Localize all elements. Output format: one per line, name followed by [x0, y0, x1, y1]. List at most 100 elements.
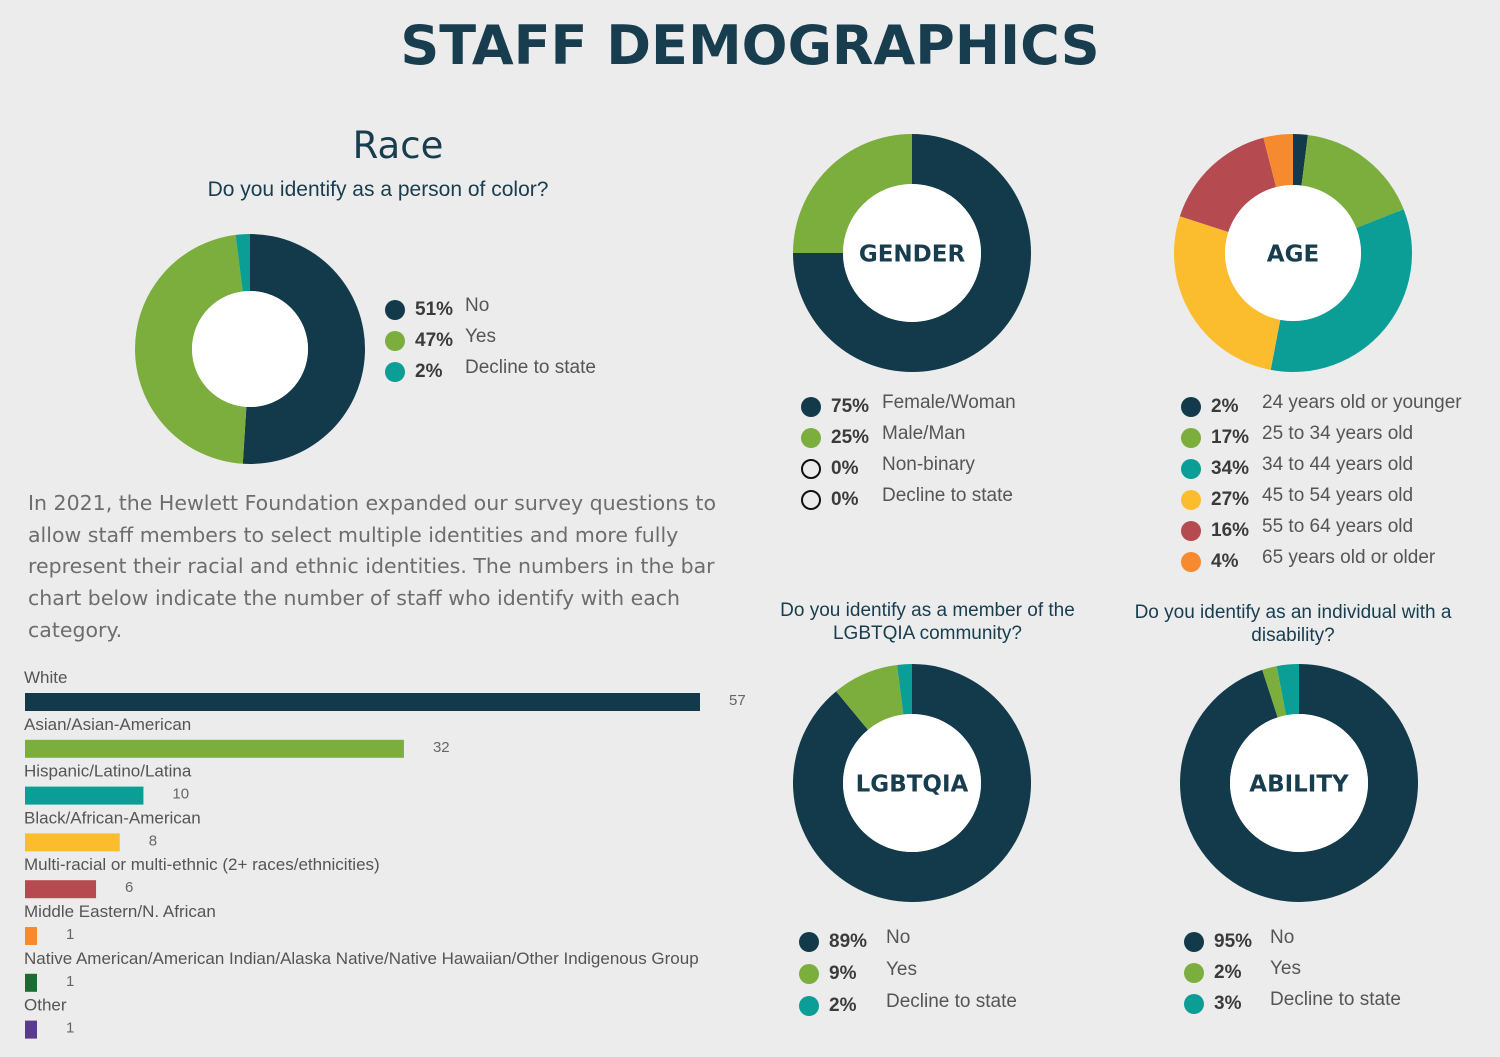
- age-legend-percent: 27%: [1211, 489, 1250, 510]
- lgbtqia-question: Do you identify as a member of the LGBTQ…: [780, 600, 1075, 644]
- poc-slice-3: [235, 234, 250, 292]
- age-legend-label: 45 to 54 years old: [1262, 485, 1414, 506]
- race-heading: Race: [352, 124, 444, 167]
- gender-slice-1: [793, 134, 1031, 372]
- age-slice-1: [1293, 134, 1308, 186]
- lgbtqia-legend-swatch: [799, 932, 819, 952]
- age-slice-3: [1270, 209, 1412, 372]
- race-bar-category-label: Black/African-American: [24, 808, 201, 827]
- poc-slice-2: [134, 234, 247, 464]
- gender-legend-percent: 25%: [831, 427, 870, 448]
- race-bar: [25, 927, 37, 945]
- age-legend-percent: 2%: [1211, 396, 1239, 417]
- lgbtqia-slice-1: [793, 664, 1032, 903]
- race-bar-category-label: Other: [24, 996, 67, 1015]
- gender-legend-swatch: [801, 397, 821, 417]
- gender-donut-hole: [843, 184, 981, 322]
- ability-legend-percent: 2%: [1214, 962, 1242, 983]
- poc-legend-label: Yes: [465, 326, 496, 347]
- poc-legend-swatch: [385, 331, 405, 351]
- age-legend-label: 34 to 44 years old: [1262, 454, 1414, 475]
- ability-legend-label: Decline to state: [1270, 989, 1401, 1010]
- gender-legend-swatch: [801, 428, 821, 448]
- race-bar-value-label: 10: [172, 786, 189, 803]
- age-legend-label: 55 to 64 years old: [1262, 516, 1414, 537]
- age-legend-swatch: [1181, 459, 1201, 479]
- race-bar-category-label: White: [24, 668, 67, 687]
- lgbtqia-center-label: LGBTQIA: [856, 772, 969, 798]
- age-legend-swatch: [1181, 428, 1201, 448]
- ability-legend-label: No: [1270, 927, 1295, 948]
- ability-legend-percent: 95%: [1214, 931, 1253, 952]
- race-bar-category-label: Native American/American Indian/Alaska N…: [24, 949, 699, 968]
- poc-legend-percent: 47%: [415, 330, 454, 351]
- age-legend-label: 24 years old or younger: [1262, 392, 1462, 413]
- race-bar-value-label: 1: [66, 973, 74, 990]
- race-bar: [25, 693, 700, 711]
- ability-donut-hole: [1230, 714, 1368, 852]
- age-legend-percent: 17%: [1211, 427, 1250, 448]
- race-bar: [25, 973, 37, 992]
- lgbtqia-slice-2: [836, 664, 904, 730]
- lgbtqia-legend-label: No: [886, 927, 911, 948]
- gender-legend-label: Non-binary: [882, 454, 975, 475]
- race-bar: [25, 880, 97, 899]
- gender-legend-label: Male/Man: [882, 423, 966, 444]
- gender-legend-percent: 75%: [831, 396, 870, 417]
- race-paragraph: In 2021, the Hewlett Foundation expanded…: [28, 491, 716, 642]
- lgbtqia-legend-percent: 9%: [829, 963, 857, 984]
- gender-slice-2: [793, 134, 912, 253]
- poc-legend-percent: 51%: [415, 299, 454, 320]
- lgbtqia-legend-label: Yes: [886, 959, 917, 980]
- race-question: Do you identify as a person of color?: [207, 178, 549, 201]
- ability-center-label: ABILITY: [1249, 772, 1349, 798]
- race-bar-category-label: Hispanic/Latino/Latina: [24, 762, 192, 781]
- ability-slice-2: [1262, 666, 1287, 718]
- lgbtqia-legend-swatch: [799, 964, 819, 984]
- lgbtqia-legend-percent: 89%: [829, 931, 868, 952]
- age-legend-percent: 4%: [1211, 551, 1239, 572]
- gender-legend-percent: 0%: [831, 458, 859, 479]
- gender-center-label: GENDER: [859, 242, 966, 268]
- age-legend-percent: 34%: [1211, 458, 1250, 479]
- age-legend-label: 65 years old or older: [1262, 547, 1436, 568]
- age-slice-6: [1263, 134, 1293, 188]
- age-legend-swatch: [1181, 521, 1201, 541]
- lgbtqia-legend-percent: 2%: [829, 995, 857, 1016]
- race-bar: [25, 1020, 37, 1039]
- race-bar-category-label: Asian/Asian-American: [24, 715, 191, 734]
- ability-legend-label: Yes: [1270, 958, 1301, 979]
- race-bar-category-label: Middle Eastern/N. African: [24, 902, 216, 921]
- poc-slice-1: [242, 234, 365, 465]
- race-bar-value-label: 32: [433, 739, 450, 756]
- age-legend-percent: 16%: [1211, 520, 1250, 541]
- race-bar-value-label: 57: [729, 692, 746, 709]
- ability-question: Do you identify as an individual with a …: [1134, 602, 1452, 646]
- lgbtqia-slice-3: [897, 664, 912, 715]
- poc-legend-label: Decline to state: [465, 357, 596, 378]
- poc-legend-percent: 2%: [415, 361, 443, 382]
- age-legend-label: 25 to 34 years old: [1262, 423, 1414, 444]
- ability-legend-swatch: [1184, 994, 1204, 1014]
- age-legend-swatch: [1181, 490, 1201, 510]
- lgbtqia-legend-swatch: [799, 996, 819, 1016]
- ability-legend-swatch: [1184, 932, 1204, 952]
- race-bar-value-label: 1: [66, 1020, 74, 1037]
- lgbtqia-donut-hole: [843, 714, 981, 852]
- lgbtqia-legend-label: Decline to state: [886, 991, 1017, 1012]
- age-slice-5: [1179, 137, 1277, 232]
- race-bar: [25, 786, 144, 805]
- gender-legend-label: Female/Woman: [882, 392, 1016, 413]
- gender-legend-swatch: [801, 459, 821, 479]
- poc-legend-label: No: [465, 295, 490, 316]
- race-bar-value-label: 6: [125, 879, 133, 896]
- gender-legend-label: Decline to state: [882, 485, 1013, 506]
- gender-legend-percent: 0%: [831, 489, 859, 510]
- race-bar-category-label: Multi-racial or multi-ethnic (2+ races/e…: [24, 855, 380, 874]
- gender-legend-swatch: [801, 490, 821, 510]
- poc-legend-swatch: [385, 300, 405, 320]
